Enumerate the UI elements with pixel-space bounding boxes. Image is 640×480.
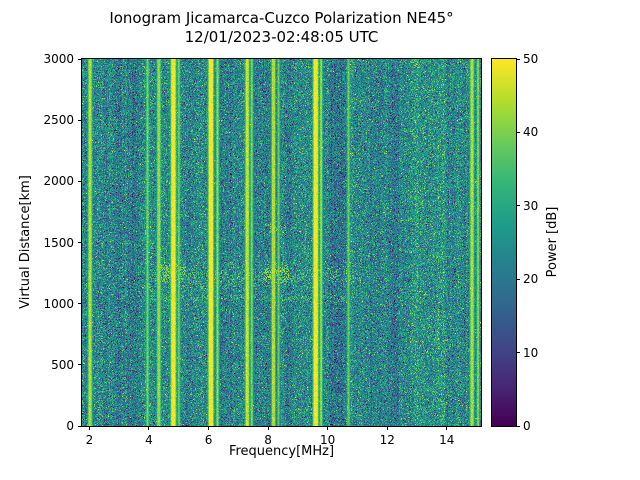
x-tick-label: 14 bbox=[439, 433, 455, 447]
x-tick-label: 8 bbox=[264, 433, 272, 447]
x-tick-label: 2 bbox=[85, 433, 94, 447]
x-tick-mark bbox=[386, 426, 388, 430]
x-tick-mark bbox=[148, 426, 150, 430]
y-tick-mark bbox=[78, 180, 82, 182]
y-tick-label: 2500 bbox=[43, 113, 74, 128]
colorbar-tick-label: 30 bbox=[523, 198, 539, 213]
colorbar-tick-mark bbox=[516, 131, 520, 133]
y-tick-mark bbox=[78, 242, 82, 243]
y-tick-label: 1000 bbox=[43, 296, 74, 311]
colorbar-tick-label: 10 bbox=[523, 345, 539, 360]
colorbar-tick-label: 0 bbox=[523, 419, 531, 433]
colorbar-gradient bbox=[492, 59, 516, 426]
x-tick-mark bbox=[88, 426, 90, 430]
ionogram-heatmap bbox=[82, 59, 481, 426]
x-tick-mark bbox=[208, 426, 210, 430]
y-tick-label: 2000 bbox=[43, 174, 74, 189]
chart-subtitle-timestamp: 12/01/2023-02:48:05 UTC bbox=[184, 28, 379, 46]
x-tick-mark bbox=[446, 426, 448, 430]
colorbar-label: Power [dB] bbox=[545, 206, 560, 278]
x-tick-label: 12 bbox=[379, 433, 395, 447]
x-tick-mark bbox=[267, 426, 269, 430]
y-tick-label: 500 bbox=[51, 357, 74, 372]
chart-title: Ionogram Jicamarca-Cuzco Polarization NE… bbox=[109, 9, 454, 27]
x-tick-mark bbox=[327, 426, 329, 430]
colorbar-tick-mark bbox=[516, 58, 520, 60]
colorbar-tick-mark bbox=[516, 352, 520, 354]
y-tick-mark bbox=[78, 364, 82, 366]
x-tick-label: 4 bbox=[145, 433, 153, 447]
colorbar-tick-mark bbox=[516, 425, 520, 427]
x-tick-label: 10 bbox=[320, 433, 336, 447]
colorbar-tick-mark bbox=[516, 205, 520, 207]
x-tick-label: 6 bbox=[204, 433, 213, 447]
y-tick-label: 0 bbox=[66, 419, 74, 433]
x-axis-label: Frequency[MHz] bbox=[228, 444, 335, 459]
y-tick-mark bbox=[78, 425, 82, 427]
colorbar-tick-label: 40 bbox=[523, 125, 539, 140]
y-tick-mark bbox=[78, 58, 82, 60]
y-tick-mark bbox=[78, 119, 82, 121]
y-tick-label: 3000 bbox=[43, 52, 74, 66]
colorbar-tick-label: 50 bbox=[523, 52, 539, 66]
colorbar-tick-label: 20 bbox=[523, 272, 539, 287]
y-tick-label: 1500 bbox=[43, 235, 74, 250]
y-axis-label: Virtual Distance[km] bbox=[18, 175, 33, 309]
y-tick-mark bbox=[78, 303, 82, 305]
colorbar-tick-mark bbox=[516, 278, 520, 280]
